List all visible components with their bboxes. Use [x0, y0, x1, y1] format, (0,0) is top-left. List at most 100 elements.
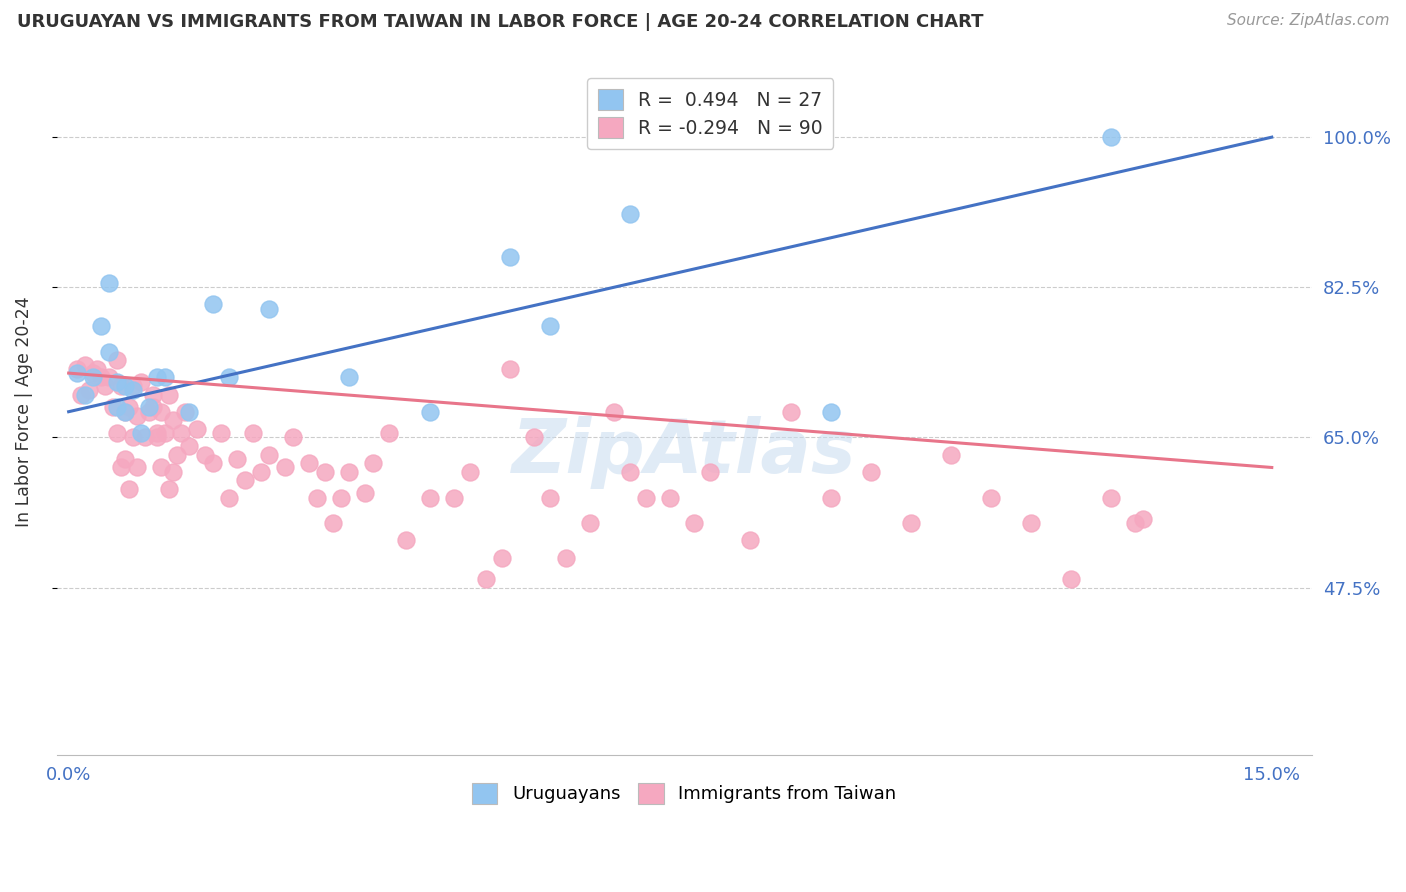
Point — [177, 405, 200, 419]
Point — [157, 387, 180, 401]
Y-axis label: In Labor Force | Age 20-24: In Labor Force | Age 20-24 — [15, 296, 32, 527]
Point — [699, 465, 721, 479]
Point — [114, 379, 136, 393]
Point — [105, 426, 128, 441]
Point — [142, 401, 165, 415]
Point — [110, 460, 132, 475]
Point — [322, 516, 344, 531]
Point — [474, 572, 496, 586]
Point — [257, 448, 280, 462]
Point — [105, 375, 128, 389]
Point — [153, 370, 176, 384]
Point — [354, 486, 377, 500]
Point — [202, 297, 225, 311]
Point — [659, 491, 682, 505]
Point — [97, 344, 120, 359]
Point — [218, 491, 240, 505]
Point — [69, 387, 91, 401]
Point — [491, 550, 513, 565]
Point — [242, 426, 264, 441]
Point — [820, 405, 842, 419]
Point — [1132, 512, 1154, 526]
Point — [129, 426, 152, 441]
Point — [138, 401, 160, 415]
Point — [538, 318, 561, 333]
Point — [114, 405, 136, 419]
Point — [125, 409, 148, 423]
Point — [114, 405, 136, 419]
Point — [90, 318, 112, 333]
Point — [298, 456, 321, 470]
Point — [619, 207, 641, 221]
Point — [82, 366, 104, 380]
Point — [146, 370, 169, 384]
Point — [186, 422, 208, 436]
Point — [90, 370, 112, 384]
Point — [209, 426, 232, 441]
Point — [579, 516, 602, 531]
Point — [1060, 572, 1083, 586]
Point — [337, 370, 360, 384]
Point — [170, 426, 193, 441]
Point — [939, 448, 962, 462]
Point — [779, 405, 801, 419]
Point — [274, 460, 297, 475]
Point — [149, 405, 172, 419]
Point — [538, 491, 561, 505]
Point — [97, 276, 120, 290]
Point — [194, 448, 217, 462]
Point — [174, 405, 197, 419]
Point — [499, 250, 522, 264]
Point — [555, 550, 578, 565]
Point — [250, 465, 273, 479]
Point — [603, 405, 626, 419]
Point — [699, 130, 721, 145]
Point — [121, 384, 143, 398]
Point — [66, 361, 89, 376]
Point — [419, 491, 441, 505]
Point — [82, 370, 104, 384]
Point — [202, 456, 225, 470]
Point — [101, 401, 124, 415]
Point — [125, 460, 148, 475]
Point — [97, 370, 120, 384]
Point — [118, 482, 141, 496]
Point — [1099, 491, 1122, 505]
Point — [77, 384, 100, 398]
Legend: Uruguayans, Immigrants from Taiwan: Uruguayans, Immigrants from Taiwan — [461, 772, 907, 814]
Point — [307, 491, 329, 505]
Point — [394, 533, 416, 548]
Point — [73, 358, 96, 372]
Point — [73, 387, 96, 401]
Point — [110, 379, 132, 393]
Point — [105, 401, 128, 415]
Point — [233, 474, 256, 488]
Point — [162, 465, 184, 479]
Point — [153, 426, 176, 441]
Point — [66, 366, 89, 380]
Point — [149, 460, 172, 475]
Point — [740, 533, 762, 548]
Point — [1099, 130, 1122, 145]
Point — [166, 448, 188, 462]
Point — [458, 465, 481, 479]
Point — [330, 491, 353, 505]
Text: Source: ZipAtlas.com: Source: ZipAtlas.com — [1226, 13, 1389, 29]
Point — [226, 451, 249, 466]
Point — [129, 375, 152, 389]
Point — [980, 491, 1002, 505]
Point — [283, 430, 305, 444]
Point — [619, 465, 641, 479]
Point — [218, 370, 240, 384]
Point — [121, 379, 143, 393]
Point — [134, 430, 156, 444]
Point — [93, 379, 115, 393]
Point — [146, 430, 169, 444]
Point — [443, 491, 465, 505]
Point — [146, 426, 169, 441]
Point — [142, 387, 165, 401]
Point — [157, 482, 180, 496]
Point — [121, 430, 143, 444]
Point — [636, 491, 658, 505]
Point — [859, 465, 882, 479]
